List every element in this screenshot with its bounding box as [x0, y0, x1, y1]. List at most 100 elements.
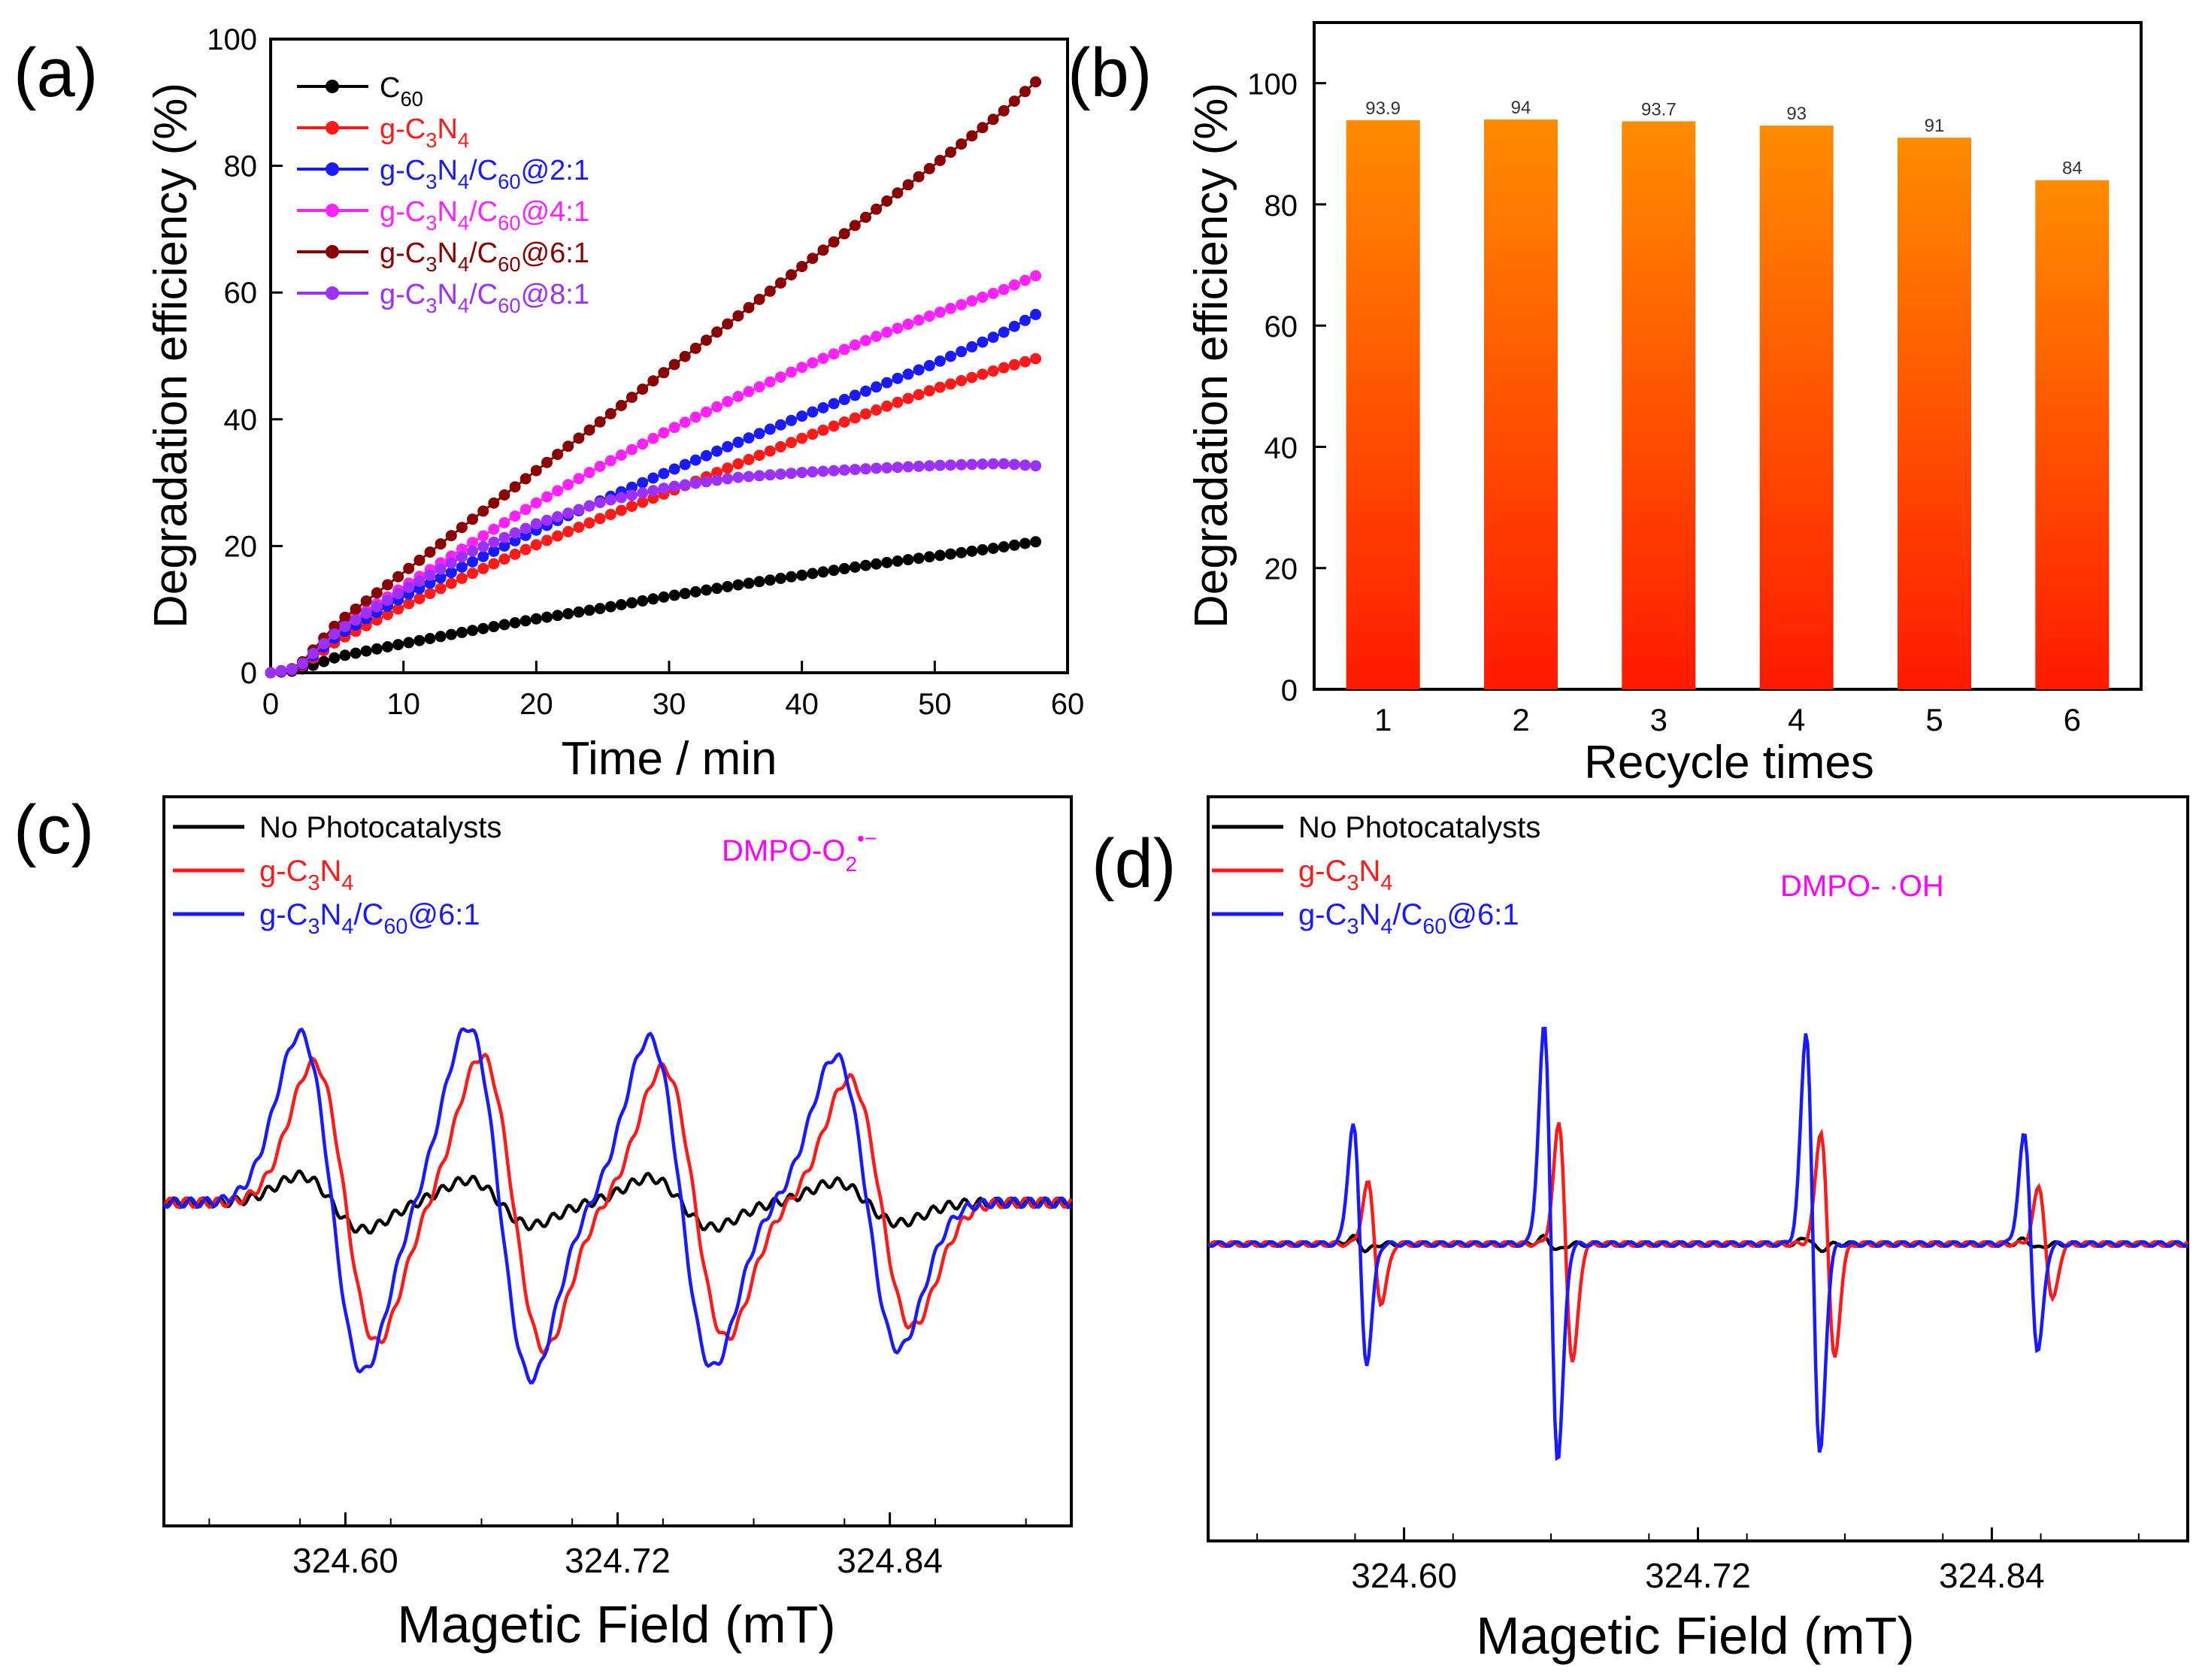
- marker-r41: [902, 318, 914, 330]
- marker-r61: [467, 513, 478, 525]
- marker-gc3n4: [998, 362, 1010, 374]
- marker-r61: [796, 261, 808, 273]
- x-tick-label-b: 3: [1650, 702, 1667, 737]
- marker-r61: [902, 179, 914, 191]
- bar-recycle-3: [1622, 121, 1696, 689]
- marker-gc3n4: [552, 530, 564, 542]
- marker-r81: [987, 458, 999, 470]
- marker-r61: [435, 538, 447, 550]
- x-tick-label-b: 2: [1512, 702, 1529, 737]
- marker-r21: [892, 372, 904, 384]
- marker-r21: [509, 534, 521, 546]
- marker-r81: [934, 459, 946, 471]
- marker-r61: [743, 301, 755, 313]
- marker-r81: [360, 607, 372, 619]
- marker-r41: [604, 455, 616, 467]
- marker-r61: [371, 587, 383, 599]
- marker-r61: [509, 481, 521, 493]
- marker-c60: [732, 579, 744, 591]
- legend-label-r21: g-C3N4/C60@6:1: [1298, 898, 1519, 939]
- marker-r81: [743, 471, 755, 483]
- marker-r61: [392, 571, 404, 583]
- marker-r81: [689, 477, 701, 489]
- marker-r41: [892, 322, 904, 334]
- text-span: 3: [1346, 871, 1358, 895]
- axis-ticks-d: 324.60 324.72 324.84: [1256, 1527, 2140, 1595]
- y-tick-label-a: 0: [241, 657, 257, 690]
- marker-r81: [477, 540, 489, 552]
- marker-r81: [541, 514, 553, 526]
- marker-r61: [477, 505, 489, 517]
- marker-r81: [413, 575, 426, 587]
- marker-gc3n4: [934, 381, 946, 393]
- marker-r81: [860, 463, 871, 475]
- marker-r21: [435, 572, 447, 584]
- marker-r81: [679, 479, 691, 491]
- marker-r41: [541, 491, 553, 503]
- marker-r21: [701, 450, 712, 462]
- marker-r21: [467, 555, 478, 568]
- marker-gc3n4: [881, 400, 893, 412]
- marker-gc3n4: [956, 375, 968, 386]
- x-tick-label-a: 20: [519, 688, 553, 721]
- marker-c60: [1019, 537, 1031, 549]
- marker-r61: [711, 326, 723, 338]
- marker-r61: [838, 228, 850, 240]
- marker-gc3n4: [604, 508, 616, 520]
- legend-label-r61: g-C3N4/C60@6:1: [380, 238, 589, 276]
- marker-c60: [786, 571, 797, 583]
- marker-r81: [753, 470, 765, 482]
- spectrum-r21-c: [162, 1027, 1072, 1385]
- marker-r41: [934, 306, 946, 318]
- marker-c60: [860, 559, 871, 571]
- marker-r81: [849, 464, 861, 476]
- text-span: @6:1: [407, 898, 480, 931]
- axis-ticks-c: 324.60 324.72 324.84: [208, 1512, 1027, 1580]
- marker-r21: [871, 381, 883, 393]
- marker-r21: [668, 463, 680, 475]
- text-span: @6:1: [1446, 898, 1519, 931]
- text-span: 3: [426, 294, 437, 317]
- marker-gc3n4: [456, 572, 468, 584]
- marker-r41: [658, 427, 670, 439]
- marker-c60: [658, 591, 670, 603]
- marker-r61: [923, 162, 935, 174]
- text-span: 4: [341, 871, 353, 895]
- marker-r61: [382, 579, 393, 591]
- x-tick-label-c: 324.60: [292, 1541, 398, 1580]
- legend-marker-gc3n4: [326, 121, 339, 135]
- marker-r61: [594, 416, 606, 428]
- text-span: g-C: [380, 196, 426, 228]
- marker-r61: [562, 440, 574, 453]
- marker-r81: [626, 489, 638, 501]
- marker-r81: [828, 465, 840, 477]
- x-tick-label-a: 0: [262, 688, 279, 721]
- marker-r81: [435, 563, 447, 575]
- marker-r21: [1030, 308, 1042, 320]
- marker-r21: [722, 440, 734, 453]
- marker-r41: [743, 386, 755, 398]
- legend-marker-r41: [326, 204, 339, 217]
- marker-c60: [701, 584, 712, 596]
- marker-r81: [371, 601, 383, 613]
- marker-r21: [923, 359, 935, 371]
- text-span: 60: [498, 294, 520, 317]
- text-span: 4: [1380, 871, 1392, 895]
- marker-r21: [647, 472, 659, 484]
- marker-c60: [435, 631, 447, 643]
- y-tick-label-a: 40: [224, 404, 258, 437]
- marker-c60: [711, 583, 723, 595]
- bar-recycle-5: [1898, 138, 1971, 689]
- text-span: 4: [341, 915, 353, 939]
- axis-ticks-b: 0 20 40 60 80 100 1 2 3 4 5 6: [1247, 68, 2081, 737]
- marker-r61: [668, 359, 680, 371]
- marker-r41: [849, 339, 861, 351]
- y-tick-label-a: 20: [224, 530, 258, 563]
- bar-value-label: 84: [2062, 159, 2082, 179]
- panel-label-c: (c): [14, 792, 94, 868]
- marker-r81: [871, 462, 883, 474]
- marker-r81: [701, 476, 712, 488]
